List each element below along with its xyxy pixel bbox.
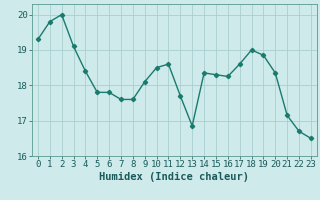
X-axis label: Humidex (Indice chaleur): Humidex (Indice chaleur) — [100, 172, 249, 182]
